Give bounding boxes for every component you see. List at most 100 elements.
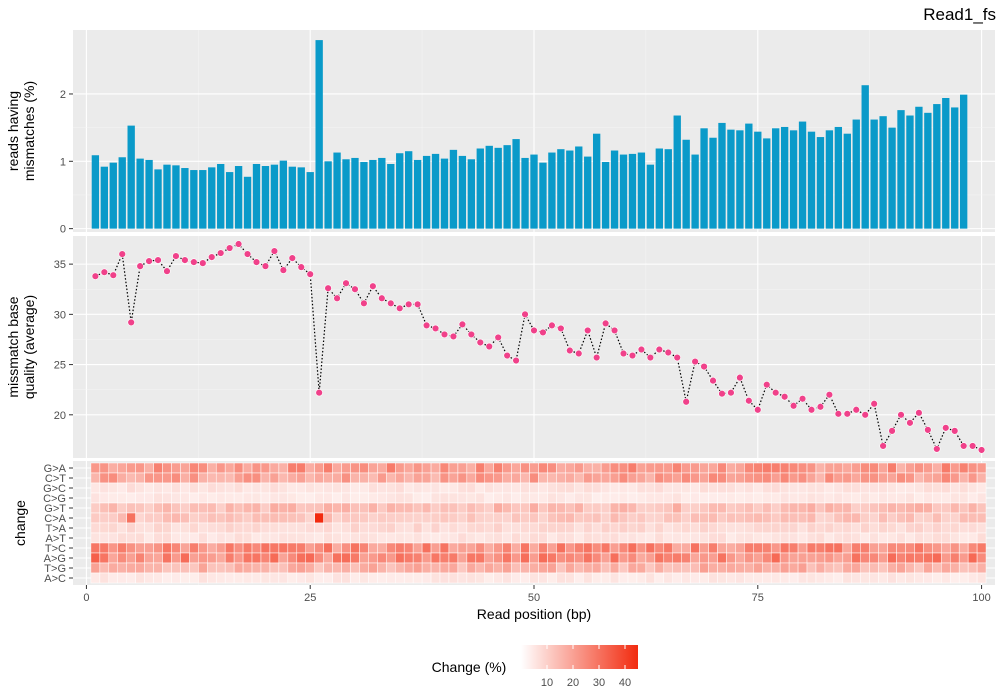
bar — [279, 160, 288, 229]
quality-point — [601, 319, 610, 328]
quality-point — [664, 348, 672, 357]
heatmap-cell — [296, 572, 306, 584]
heatmap-cell — [475, 472, 486, 484]
heatmap-cell — [824, 552, 835, 564]
heatmap-cell — [439, 502, 450, 514]
heatmap-cell — [896, 492, 906, 504]
heatmap-cell — [108, 492, 119, 504]
heatmap-cell — [233, 572, 244, 584]
heatmap-cell — [538, 572, 548, 584]
heatmap-cell — [314, 502, 324, 514]
heatmap-cell — [207, 542, 217, 554]
legend-title: Change (%) — [432, 659, 507, 675]
heatmap-cell — [502, 462, 512, 474]
heatmap-cell — [726, 502, 736, 514]
heatmap-cell — [502, 552, 512, 564]
heatmap-cell — [377, 562, 387, 574]
heatmap-cell — [842, 542, 853, 554]
heatmap-cell — [332, 532, 342, 544]
heatmap-cell — [708, 552, 718, 564]
heatmap-cell — [815, 502, 826, 514]
heatmap-cell — [565, 512, 575, 524]
bar — [664, 149, 672, 229]
heatmap-cell — [502, 482, 512, 494]
heatmap-cell — [99, 512, 110, 524]
heatmap-cell — [207, 502, 217, 514]
bar — [225, 172, 234, 229]
heatmap-cell — [368, 532, 378, 544]
heatmap-cell — [556, 482, 566, 494]
heatmap-cell — [905, 562, 915, 574]
quality-point — [771, 389, 780, 397]
heatmap-cell — [779, 482, 790, 494]
heatmap-cell — [923, 472, 933, 484]
heatmap-cell — [654, 482, 665, 494]
heatmap-cell — [788, 492, 799, 504]
heatmap-cell — [314, 472, 324, 484]
heatmap-cell — [493, 552, 503, 564]
heatmap-cell — [403, 472, 414, 484]
heatmap-cell — [511, 572, 521, 584]
heatmap-cell — [717, 532, 727, 544]
heatmap-cell — [323, 572, 333, 584]
bar — [870, 119, 878, 229]
quality-point — [270, 247, 279, 255]
heatmap-cell — [690, 572, 700, 584]
heatmap-cell — [779, 532, 790, 544]
panel-heatmap: G>AC>TG>CC>GG>TC>AT>AA>TT>CA>GT>GA>C cha… — [12, 461, 995, 585]
quality-point — [673, 353, 681, 362]
heatmap-cell — [395, 492, 405, 504]
heatmap-cell — [278, 462, 289, 474]
heatmap-cell — [600, 562, 611, 574]
heatmap-cell — [511, 552, 521, 564]
heatmap-cell — [448, 492, 459, 504]
heatmap-cell — [708, 492, 718, 504]
bar — [727, 129, 735, 229]
heatmap-cell — [887, 542, 897, 554]
bar — [136, 158, 144, 229]
heatmap-cell — [914, 482, 924, 494]
heatmap-cell — [797, 512, 808, 524]
heatmap-cell — [511, 542, 521, 554]
heatmap-cell — [90, 512, 101, 524]
heatmap-cell — [663, 552, 673, 564]
heatmap-cell — [135, 472, 145, 484]
heatmap-cell — [851, 532, 861, 544]
heatmap-cell — [421, 552, 432, 564]
heatmap-cell — [484, 572, 494, 584]
quality-ylabel-line2: quality (average) — [21, 295, 37, 399]
quality-point — [691, 357, 699, 366]
heatmap-cell — [108, 462, 119, 474]
heatmap-cell — [341, 512, 351, 524]
heatmap-cell — [529, 502, 539, 514]
heatmap-cell — [475, 552, 486, 564]
heatmap-cell — [502, 502, 512, 514]
heatmap-cell — [323, 492, 333, 504]
heatmap-cell — [350, 482, 360, 494]
heatmap-cell — [663, 462, 673, 474]
heatmap-cell — [287, 572, 298, 584]
heatmap-cell — [788, 562, 799, 574]
heatmap-cell — [842, 502, 853, 514]
heatmap-cell — [654, 552, 665, 564]
heatmap-cell — [421, 542, 432, 554]
heatmap-cell — [762, 562, 772, 574]
heatmap-cell — [538, 502, 548, 514]
heatmap-cell — [520, 472, 530, 484]
heatmap-cell — [180, 512, 190, 524]
heatmap-cell — [967, 562, 978, 574]
bar — [897, 110, 905, 229]
heatmap-cell — [717, 552, 727, 564]
heatmap-cell — [699, 492, 709, 504]
heatmap-cell — [779, 542, 790, 554]
heatmap-cell — [198, 502, 208, 514]
quality-point — [646, 353, 655, 362]
heatmap-cell — [332, 552, 342, 564]
heatmap-cell — [762, 472, 772, 484]
heatmap-cell — [395, 482, 405, 494]
quality-point — [431, 324, 440, 333]
heatmap-cell — [762, 502, 772, 514]
heatmap-cell — [958, 502, 969, 514]
heatmap-cell — [368, 522, 378, 534]
bar — [592, 133, 601, 229]
